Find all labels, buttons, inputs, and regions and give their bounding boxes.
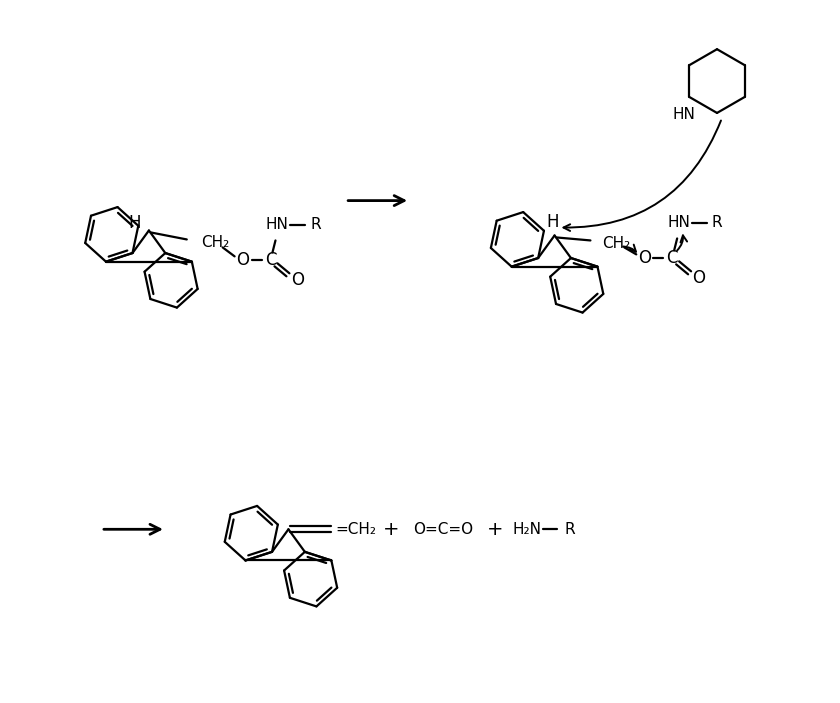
- Text: O: O: [236, 252, 249, 269]
- Text: C: C: [666, 250, 678, 267]
- Text: HN: HN: [667, 215, 690, 230]
- Text: =CH₂: =CH₂: [335, 522, 376, 537]
- Text: O=C=O: O=C=O: [413, 522, 473, 537]
- Text: +: +: [383, 520, 399, 538]
- Text: HN: HN: [265, 217, 288, 232]
- Text: CH₂: CH₂: [602, 236, 631, 251]
- Text: O: O: [291, 271, 304, 289]
- Text: CH₂: CH₂: [201, 235, 229, 250]
- Text: R: R: [711, 215, 722, 230]
- Text: R: R: [564, 522, 575, 537]
- Text: O: O: [692, 269, 706, 288]
- Text: +: +: [486, 520, 503, 538]
- Text: HN: HN: [672, 108, 695, 122]
- Text: H: H: [129, 214, 141, 231]
- Text: H: H: [546, 212, 559, 231]
- Text: C: C: [265, 252, 276, 269]
- Text: H₂N: H₂N: [512, 522, 542, 537]
- Text: O: O: [638, 250, 651, 267]
- Text: R: R: [310, 217, 321, 232]
